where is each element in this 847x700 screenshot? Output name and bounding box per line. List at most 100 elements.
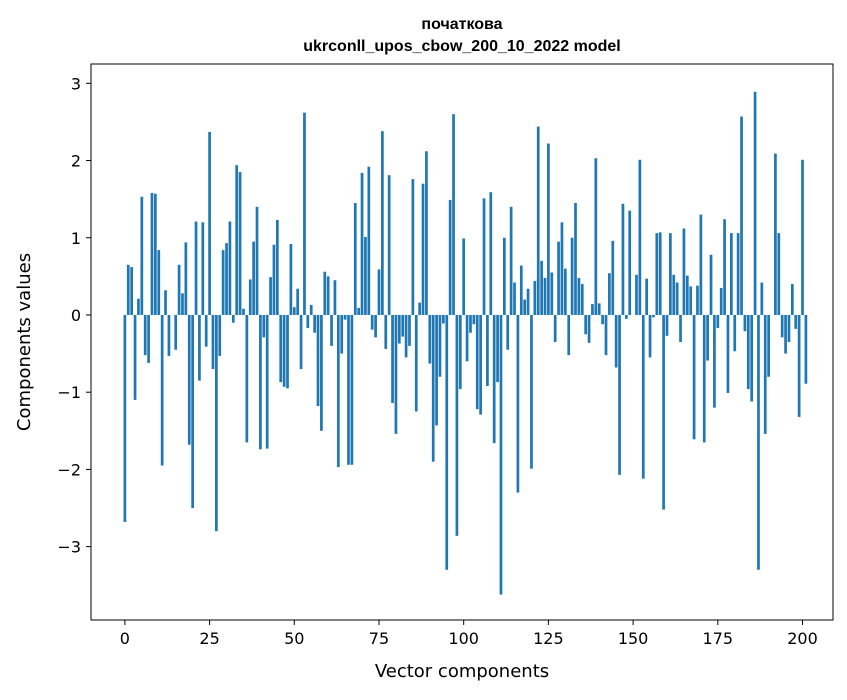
bar-144 <box>611 241 614 315</box>
bar-138 <box>591 304 594 315</box>
bar-64 <box>340 315 343 354</box>
chart-title-line1: початкова <box>421 16 502 33</box>
bar-142 <box>605 315 608 355</box>
bar-62 <box>334 280 337 315</box>
bar-86 <box>415 315 418 412</box>
bar-197 <box>791 284 794 315</box>
bar-182 <box>740 117 743 315</box>
bar-140 <box>598 303 601 315</box>
bar-58 <box>320 315 323 431</box>
x-tick-label-25: 25 <box>199 629 219 648</box>
bar-95 <box>445 315 448 570</box>
bar-185 <box>750 315 753 401</box>
bar-120 <box>530 315 533 469</box>
x-tick-label-150: 150 <box>618 629 649 648</box>
bar-39 <box>256 207 259 315</box>
x-tick-label-50: 50 <box>284 629 304 648</box>
bar-49 <box>290 244 293 315</box>
y-tick-label-2: 2 <box>71 152 81 171</box>
bar-89 <box>425 151 428 315</box>
bar-114 <box>510 207 513 315</box>
bar-183 <box>744 315 747 331</box>
bar-135 <box>581 284 584 315</box>
bar-137 <box>588 315 591 343</box>
bar-18 <box>185 242 188 315</box>
x-tick-label-75: 75 <box>369 629 389 648</box>
bar-74 <box>374 315 377 337</box>
bar-168 <box>693 315 696 439</box>
bar-98 <box>456 315 459 536</box>
bar-61 <box>330 315 333 346</box>
bar-200 <box>801 160 804 315</box>
bar-165 <box>683 228 686 314</box>
bar-16 <box>178 265 181 315</box>
bar-84 <box>408 315 411 346</box>
x-tick-label-125: 125 <box>533 629 564 648</box>
bar-132 <box>571 238 574 315</box>
bar-108 <box>489 192 492 315</box>
bar-25 <box>208 132 211 315</box>
bar-56 <box>313 315 316 333</box>
bar-22 <box>198 315 201 381</box>
bar-111 <box>500 315 503 595</box>
bar-184 <box>747 315 750 389</box>
bar-134 <box>578 278 581 315</box>
bar-122 <box>537 127 540 315</box>
bar-33 <box>235 165 238 315</box>
bar-107 <box>486 315 489 386</box>
bar-178 <box>727 315 730 393</box>
bar-141 <box>601 315 604 324</box>
bar-181 <box>737 233 740 315</box>
bar-154 <box>645 279 648 315</box>
bar-94 <box>442 315 445 323</box>
bar-31 <box>229 222 232 315</box>
bar-189 <box>764 315 767 434</box>
bar-198 <box>794 315 797 329</box>
bar-42 <box>266 315 269 449</box>
bar-106 <box>483 198 486 315</box>
bar-55 <box>310 305 313 315</box>
bar-161 <box>669 233 672 315</box>
bar-40 <box>259 315 262 449</box>
bar-126 <box>550 273 553 315</box>
bar-92 <box>435 315 438 425</box>
y-tick-label-0: 0 <box>71 306 81 325</box>
bar-35 <box>242 309 245 315</box>
bar-60 <box>327 276 330 315</box>
bar-118 <box>523 300 526 315</box>
bar-163 <box>676 283 679 315</box>
bar-36 <box>246 315 249 442</box>
bar-28 <box>218 315 221 356</box>
bar-194 <box>781 315 784 337</box>
bar-136 <box>584 315 587 334</box>
bar-99 <box>459 315 462 389</box>
bar-103 <box>473 315 476 324</box>
bar-57 <box>317 315 320 406</box>
bar-96 <box>449 200 452 315</box>
bar-80 <box>395 315 398 434</box>
bar-173 <box>710 255 713 315</box>
bar-101 <box>466 315 469 361</box>
bar-88 <box>422 184 425 315</box>
bar-153 <box>642 315 645 479</box>
bar-102 <box>469 315 472 333</box>
bar-186 <box>754 92 757 315</box>
bar-20 <box>191 315 194 508</box>
bar-176 <box>720 288 723 315</box>
bar-17 <box>181 293 184 315</box>
bar-162 <box>672 275 675 315</box>
bar-68 <box>354 203 357 315</box>
bar-87 <box>418 303 421 315</box>
bar-6 <box>144 315 147 355</box>
y-axis-label: Components values <box>14 253 35 431</box>
bar-113 <box>506 315 509 350</box>
bar-67 <box>351 315 354 465</box>
bar-21 <box>195 222 198 315</box>
bar-166 <box>686 276 689 315</box>
bar-26 <box>212 315 215 369</box>
bar-110 <box>496 315 499 382</box>
bar-72 <box>367 167 370 315</box>
bar-27 <box>215 315 218 531</box>
bar-81 <box>398 315 401 344</box>
